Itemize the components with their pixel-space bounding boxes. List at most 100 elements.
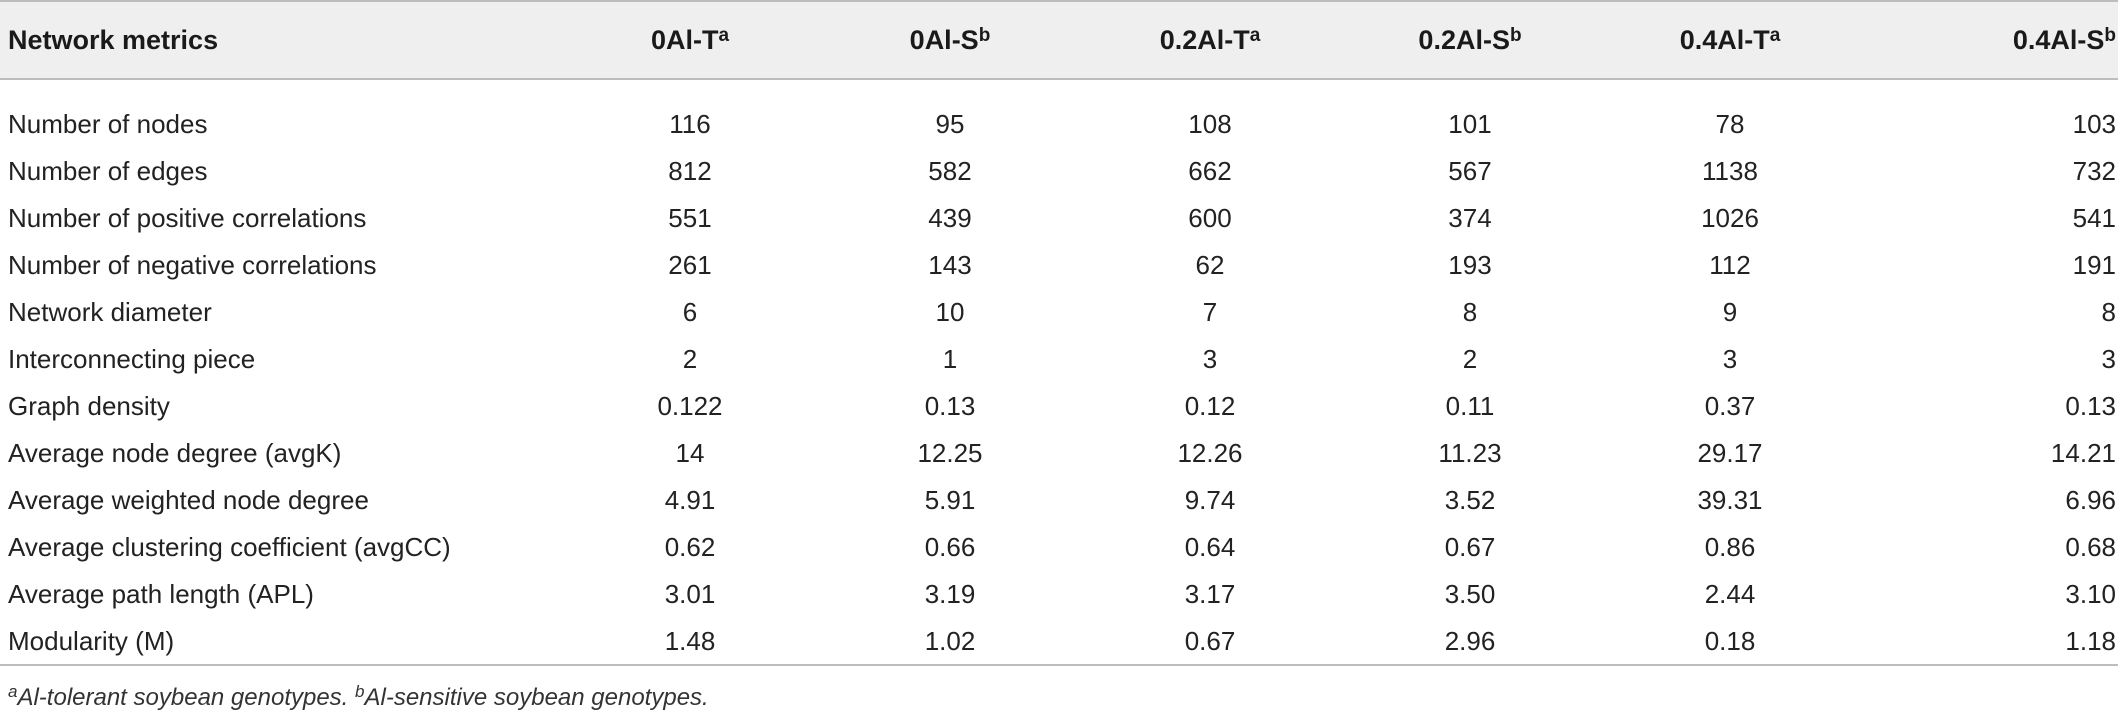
value-cell: 0.68 — [2065, 532, 2116, 562]
value-cell: 261 — [668, 250, 712, 280]
value-cell: 0.12 — [1184, 391, 1236, 421]
footnote-b-sup: b — [355, 682, 365, 701]
value-cell: 0.11 — [1445, 391, 1495, 421]
value-cell: 14.21 — [2050, 438, 2116, 468]
value-cell: 8 — [1462, 297, 1478, 327]
value-cell: 0.37 — [1704, 391, 1756, 421]
value-cell: 12.26 — [1177, 438, 1243, 468]
header-col-0-4al-s: 0.4Al-Sb — [1860, 0, 2118, 80]
network-metrics-table-container: Network metrics 0Al-Ta 0Al-Sb 0.2Al-Ta 0… — [0, 0, 2118, 666]
value-cell: 3 — [1202, 344, 1218, 374]
table-header: Network metrics 0Al-Ta 0Al-Sb 0.2Al-Ta 0… — [0, 0, 2118, 80]
value-cell: 9 — [1722, 297, 1738, 327]
value-cell: 1026 — [1701, 203, 1759, 233]
footnote-a-text: Al-tolerant soybean genotypes. — [17, 684, 349, 711]
value-cell: 8 — [2101, 297, 2116, 327]
table-body: Number of nodes 116 95 108 101 78 103 Number of… — [0, 79, 2118, 666]
value-cell: 3.17 — [1184, 579, 1236, 609]
footnote-a-sup: a — [8, 682, 18, 701]
value-cell: 10 — [935, 297, 965, 327]
header-col-0-4al-t: 0.4Al-Ta — [1600, 0, 1860, 80]
table-row: Graph density 0.122 0.13 0.12 0.11 0.37 0.13 — [0, 383, 2118, 430]
table-row: Average clustering coefficient (avgCC) 0.… — [0, 524, 2118, 571]
table-row: Number of negative correlations 261 143 62 1… — [0, 242, 2118, 289]
value-cell: 2 — [682, 344, 698, 374]
value-cell: 5.91 — [924, 485, 976, 515]
value-cell: 103 — [2072, 109, 2116, 139]
value-cell: 374 — [1448, 203, 1492, 233]
header-col-0al-t: 0Al-Ta — [560, 0, 820, 80]
value-cell: 3 — [2101, 344, 2116, 374]
value-cell: 0.66 — [924, 532, 976, 562]
value-cell: 9.74 — [1184, 485, 1236, 515]
metric-name-cell: Interconnecting piece — [8, 344, 256, 374]
value-cell: 95 — [935, 109, 965, 139]
value-cell: 78 — [1715, 109, 1745, 139]
value-cell: 0.122 — [657, 391, 723, 421]
header-col-label: 0Al-S — [909, 24, 979, 55]
table-row: Modularity (M) 1.48 1.02 0.67 2.96 0.18 1.18 — [0, 618, 2118, 666]
value-cell: 0.67 — [1444, 532, 1496, 562]
value-cell: 1138 — [1702, 156, 1758, 186]
metric-name-cell: Number of nodes — [8, 109, 208, 139]
value-cell: 732 — [2072, 156, 2116, 186]
metric-name-cell: Modularity (M) — [0, 618, 560, 666]
metric-name-cell: Number of edges — [8, 156, 208, 186]
metric-name-cell: Average weighted node degree — [8, 485, 369, 515]
value-cell: 1.48 — [560, 618, 820, 666]
value-cell: 101 — [1448, 109, 1492, 139]
value-cell: 112 — [1709, 250, 1751, 280]
value-cell: 3.01 — [664, 579, 716, 609]
header-col-sup: a — [1249, 24, 1261, 46]
value-cell: 14 — [675, 438, 705, 468]
value-cell: 6 — [682, 297, 698, 327]
value-cell: 662 — [1188, 156, 1232, 186]
spacer-cell — [0, 79, 2118, 101]
value-cell: 29.17 — [1697, 438, 1763, 468]
header-col-label: 0Al-T — [650, 24, 719, 55]
value-cell: 3.10 — [2065, 579, 2116, 609]
header-row: Network metrics 0Al-Ta 0Al-Sb 0.2Al-Ta 0… — [0, 0, 2118, 80]
value-cell: 191 — [2072, 250, 2116, 280]
header-col-label: 0.4Al-T — [1679, 24, 1770, 55]
header-col-sup: b — [1509, 24, 1522, 46]
value-cell: 4.91 — [664, 485, 716, 515]
table-row: Interconnecting piece 2 1 3 2 3 3 — [0, 336, 2118, 383]
value-cell: 3.19 — [924, 579, 976, 609]
header-col-0al-s: 0Al-Sb — [820, 0, 1080, 80]
value-cell: 0.86 — [1704, 532, 1756, 562]
table-footnote: aAl-tolerant soybean genotypes. bAl-sens… — [8, 682, 709, 712]
value-cell: 11.23 — [1438, 438, 1502, 468]
value-cell: 567 — [1448, 156, 1492, 186]
header-col-sup: a — [1769, 24, 1781, 46]
value-cell: 1 — [942, 344, 958, 374]
value-cell: 116 — [669, 109, 711, 139]
metric-name-cell: Average clustering coefficient (avgCC) — [8, 532, 451, 562]
value-cell: 12.25 — [917, 438, 983, 468]
metric-name-cell: Number of positive correlations — [8, 203, 367, 233]
header-col-sup: a — [718, 24, 730, 46]
header-col-label: 0.2Al-S — [1418, 24, 1510, 55]
value-cell: 812 — [668, 156, 712, 186]
network-metrics-table: Network metrics 0Al-Ta 0Al-Sb 0.2Al-Ta 0… — [0, 0, 2118, 666]
value-cell: 143 — [928, 250, 972, 280]
table-row: Average weighted node degree 4.91 5.91 9.74… — [0, 477, 2118, 524]
value-cell: 3.52 — [1444, 485, 1496, 515]
value-cell: 1.02 — [820, 618, 1080, 666]
header-metric: Network metrics — [0, 0, 560, 80]
footnote-b-text: Al-sensitive soybean genotypes. — [364, 684, 709, 711]
value-cell: 108 — [1188, 109, 1232, 139]
header-col-0-2al-s: 0.2Al-Sb — [1340, 0, 1600, 80]
value-cell: 0.18 — [1600, 618, 1860, 666]
value-cell: 2 — [1462, 344, 1478, 374]
value-cell: 0.67 — [1080, 618, 1340, 666]
header-col-sup: b — [978, 24, 991, 46]
value-cell: 0.13 — [924, 391, 976, 421]
metric-name-cell: Average path length (APL) — [8, 579, 314, 609]
value-cell: 0.13 — [2065, 391, 2116, 421]
value-cell: 39.31 — [1697, 485, 1763, 515]
value-cell: 439 — [928, 203, 972, 233]
value-cell: 0.62 — [664, 532, 716, 562]
value-cell: 0.64 — [1184, 532, 1236, 562]
metric-name-cell: Average node degree (avgK) — [8, 438, 342, 468]
